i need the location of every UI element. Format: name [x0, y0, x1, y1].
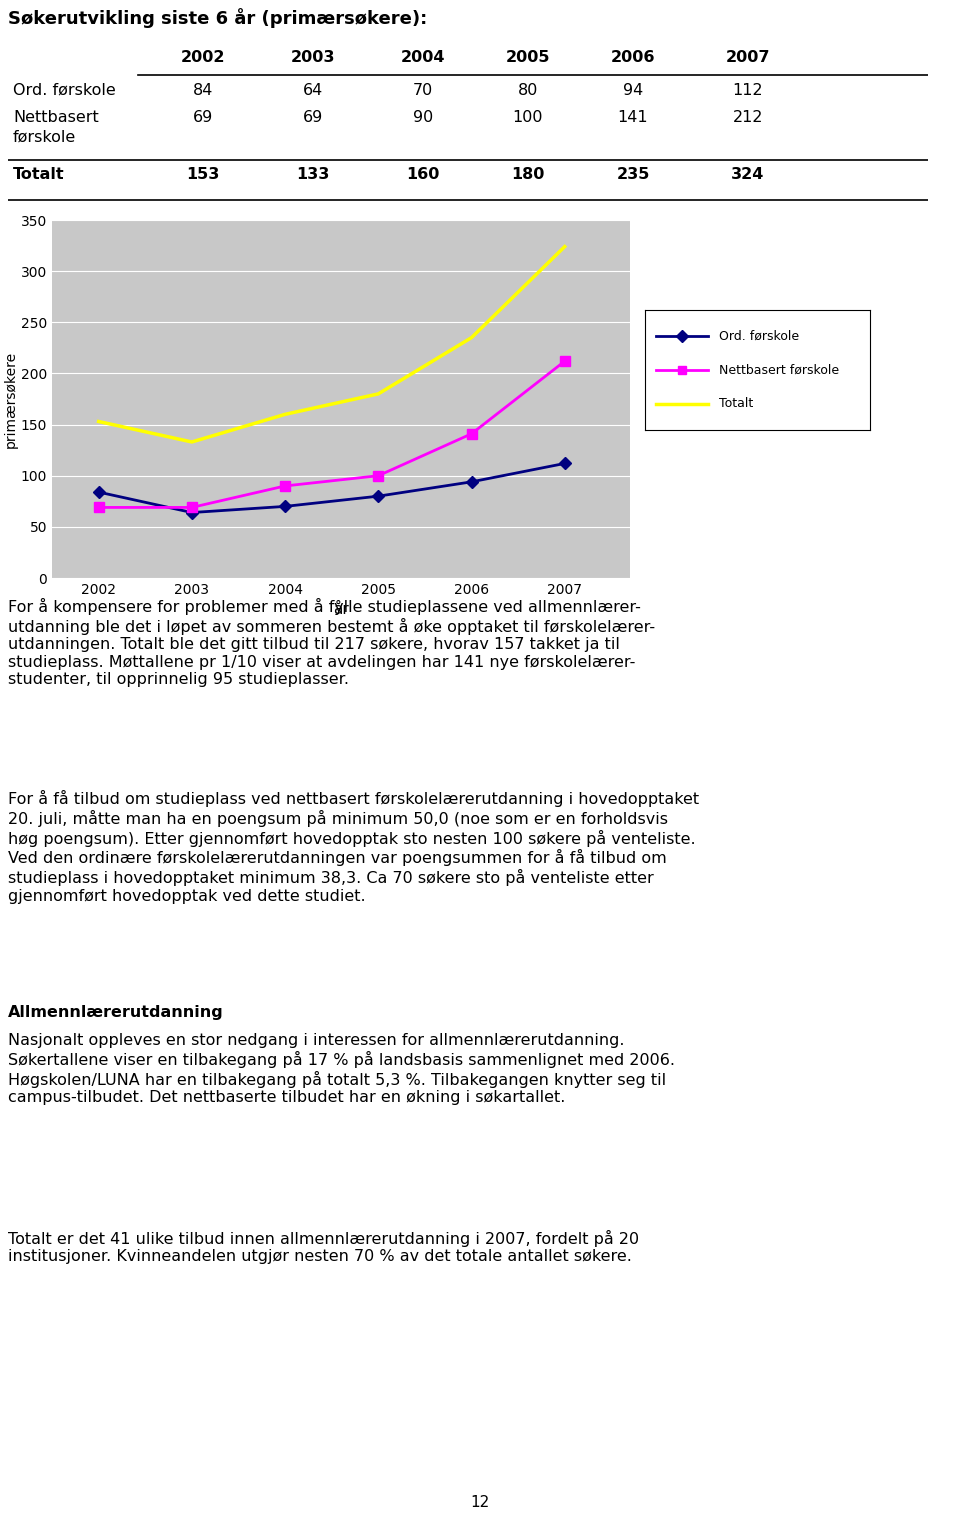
Text: 69: 69	[193, 110, 213, 125]
Text: 112: 112	[732, 83, 763, 98]
Text: Ord. førskole: Ord. førskole	[13, 83, 116, 98]
Text: 80: 80	[517, 83, 539, 98]
Text: 324: 324	[732, 167, 765, 182]
Text: 64: 64	[302, 83, 324, 98]
Text: 2005: 2005	[506, 50, 550, 64]
Text: Totalt er det 41 ulike tilbud innen allmennlærerutdanning i 2007, fordelt på 20
: Totalt er det 41 ulike tilbud innen allm…	[8, 1230, 639, 1264]
Text: 94: 94	[623, 83, 643, 98]
Text: Totalt: Totalt	[719, 398, 754, 410]
Text: 160: 160	[406, 167, 440, 182]
Text: For å få tilbud om studieplass ved nettbasert førskolelærerutdanning i hovedoppt: For å få tilbud om studieplass ved nettb…	[8, 789, 699, 904]
Text: 141: 141	[617, 110, 648, 125]
Text: 2006: 2006	[611, 50, 656, 64]
Text: 12: 12	[470, 1495, 490, 1510]
Text: førskole: førskole	[13, 130, 76, 145]
Text: 180: 180	[512, 167, 544, 182]
Text: Totalt: Totalt	[13, 167, 64, 182]
Text: For å kompensere for problemer med å fylle studieplassene ved allmennlærer-
utda: For å kompensere for problemer med å fyl…	[8, 598, 655, 687]
Text: 90: 90	[413, 110, 433, 125]
Text: 69: 69	[302, 110, 324, 125]
Text: 2004: 2004	[400, 50, 445, 64]
Y-axis label: primærsøkere: primærsøkere	[4, 350, 18, 448]
Text: Nettbasert: Nettbasert	[13, 110, 99, 125]
Text: 70: 70	[413, 83, 433, 98]
Text: Allmennlærerutdanning: Allmennlærerutdanning	[8, 1005, 224, 1021]
Text: 2002: 2002	[180, 50, 226, 64]
Text: Ord. førskole: Ord. førskole	[719, 330, 800, 343]
Text: 212: 212	[732, 110, 763, 125]
Text: 235: 235	[616, 167, 650, 182]
X-axis label: år: år	[333, 603, 348, 618]
Text: 2007: 2007	[726, 50, 770, 64]
Text: 100: 100	[513, 110, 543, 125]
Text: Nettbasert førskole: Nettbasert førskole	[719, 364, 839, 376]
Text: Søkerutvikling siste 6 år (primærsøkere):: Søkerutvikling siste 6 år (primærsøkere)…	[8, 8, 427, 28]
Text: 153: 153	[186, 167, 220, 182]
Text: Nasjonalt oppleves en stor nedgang i interessen for allmennlærerutdanning.
Søker: Nasjonalt oppleves en stor nedgang i int…	[8, 1033, 675, 1105]
Text: 2003: 2003	[291, 50, 335, 64]
Text: 133: 133	[297, 167, 329, 182]
Text: 84: 84	[193, 83, 213, 98]
